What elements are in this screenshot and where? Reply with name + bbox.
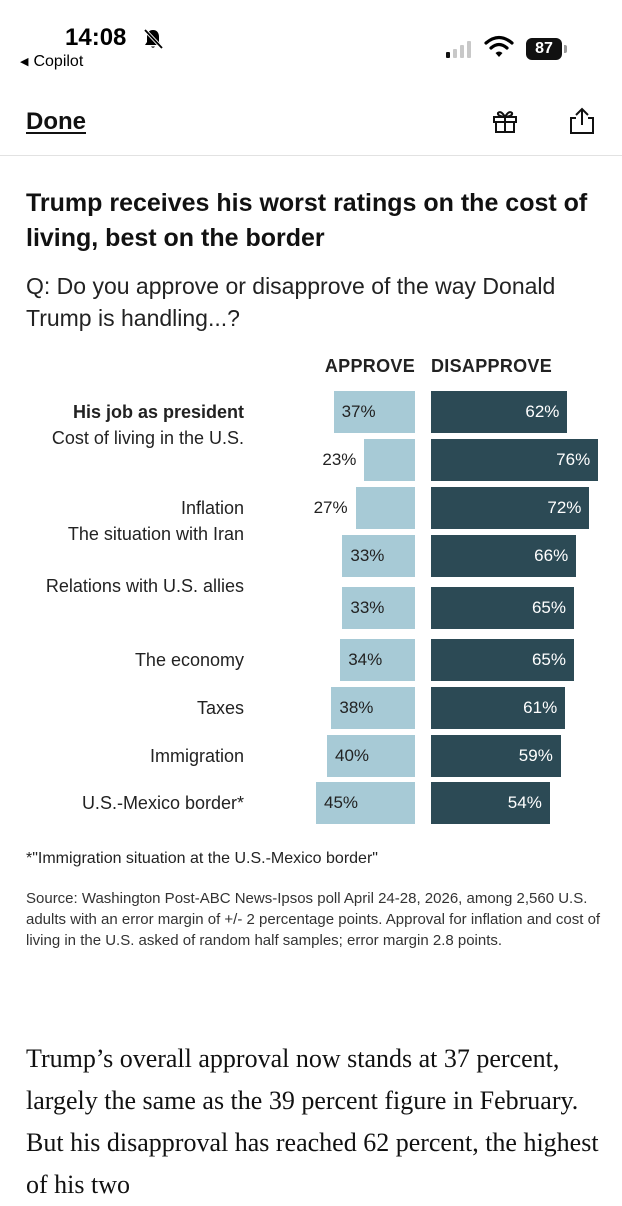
approve-value-label: 33% (350, 598, 385, 617)
graphic-title: Trump receives his worst ratings on the … (26, 189, 588, 252)
disapprove-value-label: 72% (547, 498, 582, 517)
category-label: The economy (134, 650, 244, 670)
chart-row: U.S.-Mexico border* 45% 54% (0, 782, 622, 824)
disapprove-bar (431, 487, 590, 529)
poll-question: Q: Do you approve or disapprove of the w… (26, 273, 556, 331)
category-label: U.S.-Mexico border* (81, 793, 244, 813)
approve-bar (333, 391, 415, 433)
share-icon[interactable] (568, 106, 596, 136)
approve-bar (342, 587, 415, 629)
category-label: Immigration (149, 746, 244, 766)
signal-icon (446, 40, 476, 58)
done-button[interactable]: Done (26, 108, 86, 135)
chart-row: The economy 34% 65% (0, 639, 622, 681)
disapprove-bar (431, 439, 599, 481)
approve-column-header: APPROVE (324, 356, 415, 376)
disapprove-bar (431, 639, 574, 681)
disapprove-column-header: DISAPPROVE (431, 356, 553, 376)
disapprove-bar (431, 735, 561, 777)
disapprove-bar (431, 782, 550, 824)
approve-value-label: 45% (324, 793, 359, 812)
chart-row: Inflation 27% 72% (0, 487, 622, 529)
disapprove-value-label: 66% (534, 546, 569, 565)
disapprove-value-label: 76% (556, 450, 591, 469)
approve-bar (342, 535, 415, 577)
back-to-app-link[interactable]: ◀ Copilot (20, 53, 83, 71)
gift-icon[interactable] (492, 108, 518, 134)
category-label: Relations with U.S. allies (45, 576, 244, 596)
approve-bar (327, 735, 415, 777)
article-paragraph: Trump’s overall approval now stands at 3… (26, 1044, 599, 1199)
chart-row: His job as president 37% 62% (0, 391, 622, 433)
disapprove-bar (431, 535, 577, 577)
chart-row: The situation with Iran 33% 66% (0, 524, 622, 577)
chart-row: Immigration 40% 59% (0, 735, 622, 777)
approve-value-label: 37% (341, 402, 376, 421)
back-app-label: Copilot (33, 53, 84, 70)
category-label: His job as president (72, 402, 244, 422)
disapprove-bar (431, 587, 574, 629)
disapprove-value-label: 65% (531, 598, 566, 617)
approve-bar (316, 782, 415, 824)
status-time: 14:08 (65, 24, 127, 51)
approve-value-label: 38% (339, 698, 374, 717)
disapprove-value-label: 62% (525, 402, 560, 421)
bell-slash-icon (143, 28, 164, 50)
status-bar: 14:08 ◀ Copilot 87 (0, 0, 622, 78)
approve-bar (364, 439, 415, 481)
disapprove-value-label: 65% (531, 650, 566, 669)
category-label: Inflation (180, 498, 244, 518)
approve-value-label: 23% (322, 450, 357, 469)
wifi-icon (484, 35, 514, 57)
approve-bar (331, 687, 415, 729)
category-label: The situation with Iran (67, 524, 244, 544)
approve-bar (355, 487, 415, 529)
approve-value-label: 40% (335, 746, 370, 765)
chart-row: Relations with U.S. allies 33% 65% (0, 576, 622, 629)
source-note: Source: Washington Post-ABC News-Ipsos p… (26, 890, 601, 949)
approve-value-label: 27% (313, 498, 348, 517)
disapprove-bar (431, 687, 566, 729)
chart-row: Taxes 38% 61% (0, 687, 622, 729)
approve-bar (340, 639, 415, 681)
disapprove-value-label: 59% (518, 746, 553, 765)
category-label: Taxes (196, 698, 244, 718)
disapprove-value-label: 54% (507, 793, 542, 812)
disapprove-value-label: 61% (523, 698, 558, 717)
footnote: *"Immigration situation at the U.S.-Mexi… (26, 850, 378, 867)
back-triangle-icon: ◀ (20, 56, 29, 68)
category-label: Cost of living in the U.S. (51, 428, 244, 448)
approve-value-label: 33% (350, 546, 385, 565)
battery-cap (564, 45, 567, 53)
battery-icon: 87 (526, 38, 562, 60)
approve-value-label: 34% (348, 650, 383, 669)
chart-row: Cost of living in the U.S. 23% 76% (0, 428, 622, 481)
nav-bar: Done (0, 78, 622, 156)
disapprove-bar (431, 391, 568, 433)
